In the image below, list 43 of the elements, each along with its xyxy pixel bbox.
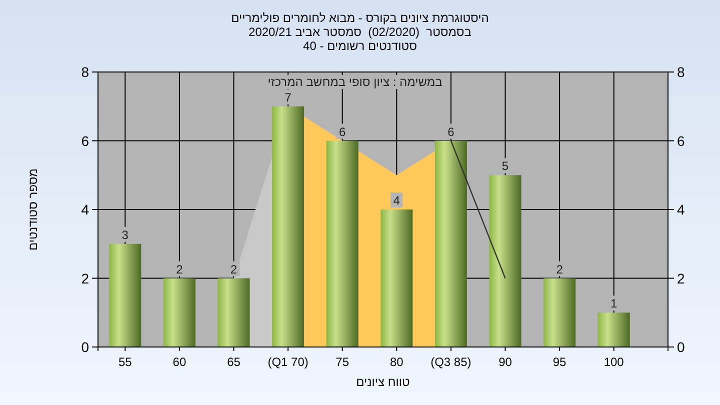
- data-label: 6: [339, 124, 346, 139]
- bar: [434, 140, 467, 347]
- data-label: 2: [556, 262, 564, 276]
- bar: [109, 244, 142, 347]
- x-tick-label: (Q1 70): [268, 355, 308, 369]
- data-label: 5: [502, 159, 509, 174]
- data-label: 1: [610, 296, 618, 311]
- y-tick-label: 4: [81, 202, 90, 218]
- data-label: 2: [230, 262, 238, 276]
- x-tick-label: 100: [604, 355, 624, 369]
- x-tick-label: 90: [498, 355, 512, 369]
- y-tick-label: 0: [81, 339, 90, 355]
- x-tick-label: 75: [336, 355, 350, 369]
- bar: [598, 312, 630, 347]
- x-tick-label: 80: [390, 355, 404, 369]
- y2-tick-label: 4: [677, 202, 685, 218]
- annotation: במשימה : ציון סופי במחשב המרכזי: [268, 75, 442, 89]
- data-label: 2: [176, 262, 184, 276]
- chart-subtitle: בסמסטר (02/2020) סמסטר אביב 2020/21 סטודנטים רשומים - 40: [248, 25, 472, 53]
- x-tick-label: 65: [227, 355, 241, 369]
- y2-tick-label: 6: [677, 132, 685, 149]
- x-tick-label: 95: [552, 355, 567, 369]
- x-tick-label: 60: [172, 355, 186, 369]
- y-tick-label: 2: [81, 270, 90, 286]
- y-tick-label: 6: [81, 132, 90, 149]
- x-axis-title: טווח ציונים: [356, 375, 410, 389]
- bar: [326, 140, 358, 347]
- data-label: 7: [284, 90, 292, 104]
- y-axis-title: מספר סטודנטים: [26, 168, 40, 251]
- data-label: 6: [448, 124, 455, 139]
- x-tick-label: (Q3 85): [430, 355, 472, 369]
- y2-tick-label: 8: [677, 64, 685, 80]
- y-tick-label: 8: [81, 64, 90, 80]
- bar: [163, 278, 196, 347]
- y2-tick-label: 2: [677, 270, 685, 286]
- data-label: 4: [393, 194, 400, 208]
- chart-title: היסטוגרמת ציונים בקורס - מבוא לחומרים פולימריים: [231, 11, 489, 25]
- bar: [544, 278, 576, 347]
- data-label: 3: [122, 228, 129, 242]
- x-tick-label: 55: [118, 355, 132, 369]
- bar: [380, 210, 413, 347]
- y2-tick-label: 0: [677, 339, 685, 355]
- bar: [489, 175, 522, 347]
